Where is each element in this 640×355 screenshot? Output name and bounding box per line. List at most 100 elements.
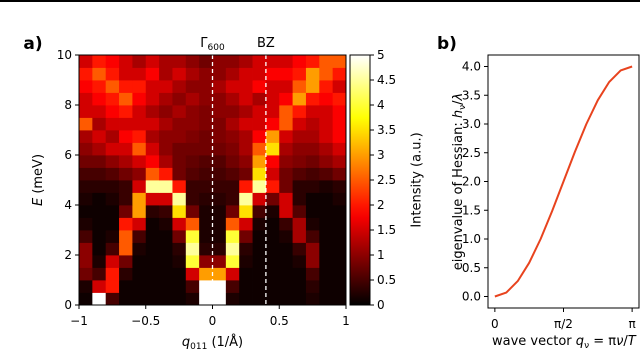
heatmap-cell xyxy=(279,167,293,181)
heatmap-cell xyxy=(79,180,93,193)
heatmap-cell xyxy=(145,205,160,218)
heatmap-cell xyxy=(199,292,213,306)
x-axis-label-part: wave vector xyxy=(492,334,576,349)
heatmap-cell xyxy=(225,242,240,256)
heatmap-cell xyxy=(145,92,160,106)
heatmap-cell xyxy=(119,205,133,218)
y-axis-label-part: / xyxy=(451,100,466,105)
line-series xyxy=(494,65,633,298)
heatmap-cell xyxy=(159,92,173,106)
heatmap-cell xyxy=(225,205,240,218)
heatmap-cell xyxy=(252,292,267,306)
heatmap-cell xyxy=(319,242,334,256)
heatmap-cell xyxy=(172,55,187,68)
heatmap-cell xyxy=(172,67,187,81)
heatmap-cell xyxy=(252,242,267,256)
heatmap-cell xyxy=(119,180,133,193)
heatmap-cell xyxy=(319,255,334,268)
colorbar-tick-label: 3 xyxy=(377,148,385,162)
heatmap-cell xyxy=(332,92,347,106)
heatmap-cell xyxy=(239,67,253,81)
x-tick-label: π xyxy=(629,317,636,331)
y-tick-label: 4.0 xyxy=(462,60,481,74)
y-tick-label: 3.0 xyxy=(462,117,481,131)
heatmap-cell xyxy=(305,155,320,168)
heatmap-cell xyxy=(199,280,213,293)
heatmap-cell xyxy=(132,167,147,181)
heatmap-cell xyxy=(252,155,267,168)
heatmap-cell xyxy=(332,67,347,81)
heatmap-cell xyxy=(212,80,227,93)
heatmap-cell xyxy=(172,255,187,268)
heatmap-cell xyxy=(92,280,107,293)
heatmap-cell xyxy=(292,255,307,268)
heatmap-cell xyxy=(305,192,320,206)
heatmap-cell xyxy=(332,217,347,231)
axes-frame xyxy=(487,54,640,309)
heatmap-cell xyxy=(132,117,147,131)
heatmap-cell xyxy=(239,267,253,281)
heatmap-cell xyxy=(132,255,147,268)
heatmap-cell xyxy=(225,80,240,93)
heatmap-cell xyxy=(279,205,293,218)
reference-line-label: BZ xyxy=(257,36,275,51)
colorbar-tick-label: 5 xyxy=(377,48,385,62)
heatmap-cell xyxy=(225,255,240,268)
heatmap-cell xyxy=(199,67,213,81)
heatmap-cell xyxy=(185,155,200,168)
heatmap-cell xyxy=(145,80,160,93)
heatmap-cell xyxy=(252,267,267,281)
heatmap-cell xyxy=(132,192,147,206)
heatmap-cell xyxy=(79,255,93,268)
heatmap-cell xyxy=(145,192,160,206)
heatmap-cell xyxy=(119,167,133,181)
heatmap-cell xyxy=(119,142,133,156)
heatmap-cell xyxy=(172,292,187,306)
y-axis-label-part: eigenvalue of Hessian: xyxy=(451,118,466,270)
heatmap-cell xyxy=(332,280,347,293)
heatmap-cell xyxy=(225,92,240,106)
heatmap-cell xyxy=(105,180,120,193)
heatmap-cell xyxy=(265,230,280,243)
heatmap-cell xyxy=(292,242,307,256)
y-tick-label: 3.5 xyxy=(462,88,481,102)
heatmap-cell xyxy=(305,80,320,93)
heatmap-cell xyxy=(79,55,93,68)
heatmap-cell xyxy=(265,267,280,281)
heatmap-cell xyxy=(92,130,107,143)
heatmap-cell xyxy=(159,55,173,68)
heatmap-cell xyxy=(199,242,213,256)
heatmap-cell xyxy=(185,92,200,106)
heatmap-cell xyxy=(119,92,133,106)
heatmap-cell xyxy=(319,155,334,168)
heatmap-cell xyxy=(225,267,240,281)
heatmap-cell xyxy=(212,280,227,293)
heatmap-cell xyxy=(185,292,200,306)
heatmap-cell xyxy=(185,142,200,156)
heatmap-cell xyxy=(145,130,160,143)
heatmap-cell xyxy=(105,292,120,306)
y-tick-label: 1.5 xyxy=(462,203,481,217)
heatmap-cell xyxy=(119,280,133,293)
heatmap-cell xyxy=(199,142,213,156)
heatmap-cell xyxy=(252,92,267,106)
heatmap-cell xyxy=(185,55,200,68)
heatmap-cell xyxy=(239,167,253,181)
heatmap-cell xyxy=(252,180,267,193)
heatmap-cell xyxy=(319,67,334,81)
heatmap-cell xyxy=(185,180,200,193)
heatmap-cell xyxy=(79,80,93,93)
heatmap-cell xyxy=(292,117,307,131)
heatmap-cell xyxy=(212,192,227,206)
heatmap-cell xyxy=(185,205,200,218)
heatmap-cell xyxy=(239,280,253,293)
heatmap-cell xyxy=(105,117,120,131)
heatmap-cell xyxy=(172,192,187,206)
heatmap-cell xyxy=(79,205,93,218)
heatmap-cell xyxy=(319,267,334,281)
heatmap-cell xyxy=(199,255,213,268)
heatmap-cell xyxy=(185,242,200,256)
y-tick-label: 0.0 xyxy=(462,290,481,304)
heatmap-cell xyxy=(132,217,147,231)
heatmap-cell xyxy=(305,105,320,118)
